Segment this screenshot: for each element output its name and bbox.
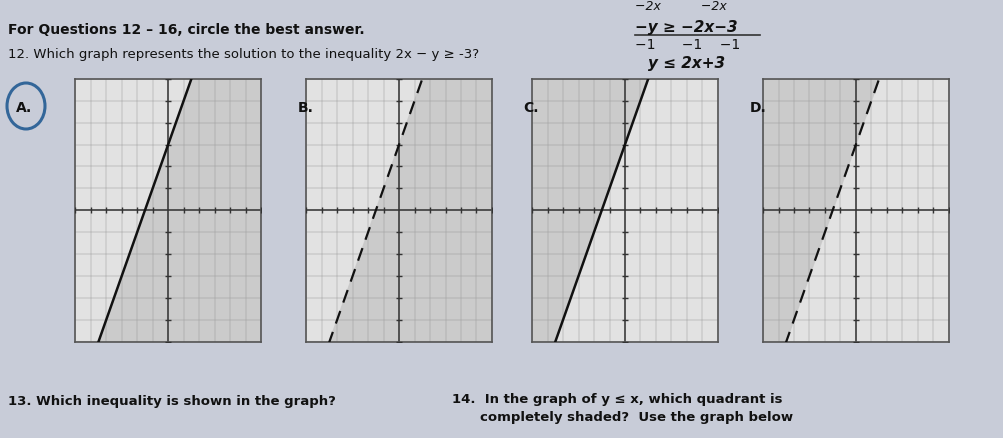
Text: 12. Which graph represents the solution to the inequality 2x − y ≥ -3?: 12. Which graph represents the solution … bbox=[8, 48, 478, 61]
Text: y ≤ 2x+3: y ≤ 2x+3 bbox=[647, 56, 724, 71]
Text: A.: A. bbox=[16, 101, 32, 115]
Text: −y ≥ −2x−3: −y ≥ −2x−3 bbox=[634, 20, 737, 35]
Text: D.: D. bbox=[749, 101, 766, 115]
Text: completely shaded?  Use the graph below: completely shaded? Use the graph below bbox=[479, 411, 792, 424]
Text: 13. Which inequality is shown in the graph?: 13. Which inequality is shown in the gra… bbox=[8, 395, 336, 408]
Text: −1      −1    −1: −1 −1 −1 bbox=[634, 38, 739, 52]
Text: B.: B. bbox=[298, 101, 314, 115]
Text: −2x          −2x: −2x −2x bbox=[634, 0, 726, 13]
Text: For Questions 12 – 16, circle the best answer.: For Questions 12 – 16, circle the best a… bbox=[8, 23, 364, 37]
Text: 14.  In the graph of y ≤ x, which quadrant is: 14. In the graph of y ≤ x, which quadran… bbox=[451, 393, 781, 406]
Text: C.: C. bbox=[523, 101, 538, 115]
